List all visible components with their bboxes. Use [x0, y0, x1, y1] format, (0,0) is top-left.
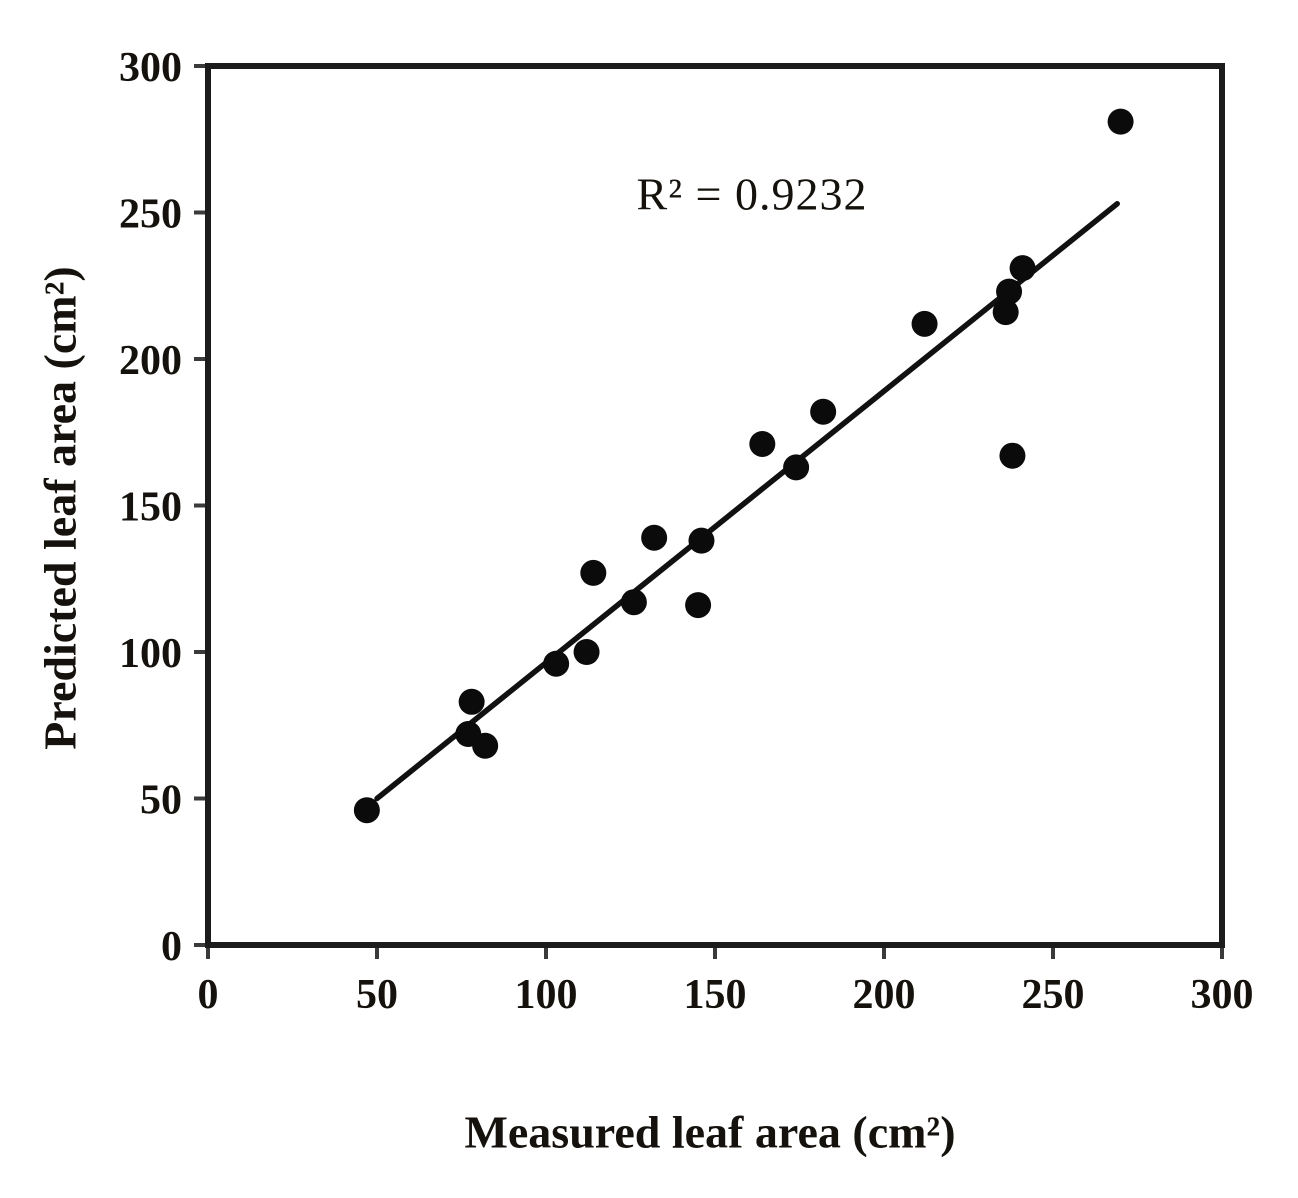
x-axis-title: Measured leaf area (cm²) — [464, 1106, 956, 1158]
data-point — [911, 310, 938, 337]
trend-line — [374, 200, 1120, 802]
x-tick-label: 200 — [853, 972, 916, 1018]
plot-border — [205, 63, 1225, 948]
data-point — [992, 299, 1019, 326]
y-tick-label: 300 — [119, 45, 182, 91]
data-point — [688, 527, 715, 554]
y-tick-label: 0 — [161, 924, 182, 970]
data-point — [810, 398, 837, 425]
data-point — [1107, 108, 1134, 135]
data-point — [749, 430, 776, 457]
data-point — [353, 797, 380, 824]
data-point — [620, 589, 647, 616]
x-tick-label: 250 — [1022, 972, 1085, 1018]
y-axis-title: Predicted leaf area (cm²) — [34, 266, 86, 750]
x-axis-tick-labels: 0 50 100 150 200 250 300 — [198, 972, 1254, 1018]
data-point — [685, 592, 712, 619]
data-point — [472, 732, 499, 759]
x-tick-label: 300 — [1191, 972, 1254, 1018]
y-tick-label: 50 — [140, 778, 182, 824]
x-tick-label: 100 — [515, 972, 578, 1018]
data-point — [641, 524, 668, 551]
data-point — [543, 650, 570, 677]
y-tick-label: 200 — [119, 338, 182, 384]
y-tick-label: 250 — [119, 192, 182, 238]
data-point — [573, 639, 600, 665]
data-point — [996, 278, 1023, 305]
x-tick-label: 150 — [684, 972, 747, 1018]
data-point — [458, 688, 485, 715]
x-tick-label: 50 — [356, 972, 398, 1018]
r-squared-annotation: R² = 0.9232 — [636, 168, 868, 220]
y-tick-label: 100 — [119, 631, 182, 677]
data-point — [999, 442, 1026, 469]
x-tick-label: 0 — [198, 972, 219, 1018]
data-point — [783, 454, 810, 481]
data-point — [1009, 255, 1036, 282]
y-tick-label: 150 — [119, 485, 182, 531]
data-points — [353, 108, 1134, 824]
data-point — [580, 559, 607, 586]
y-axis-tick-labels: 0 50 100 150 200 250 300 — [119, 45, 182, 970]
